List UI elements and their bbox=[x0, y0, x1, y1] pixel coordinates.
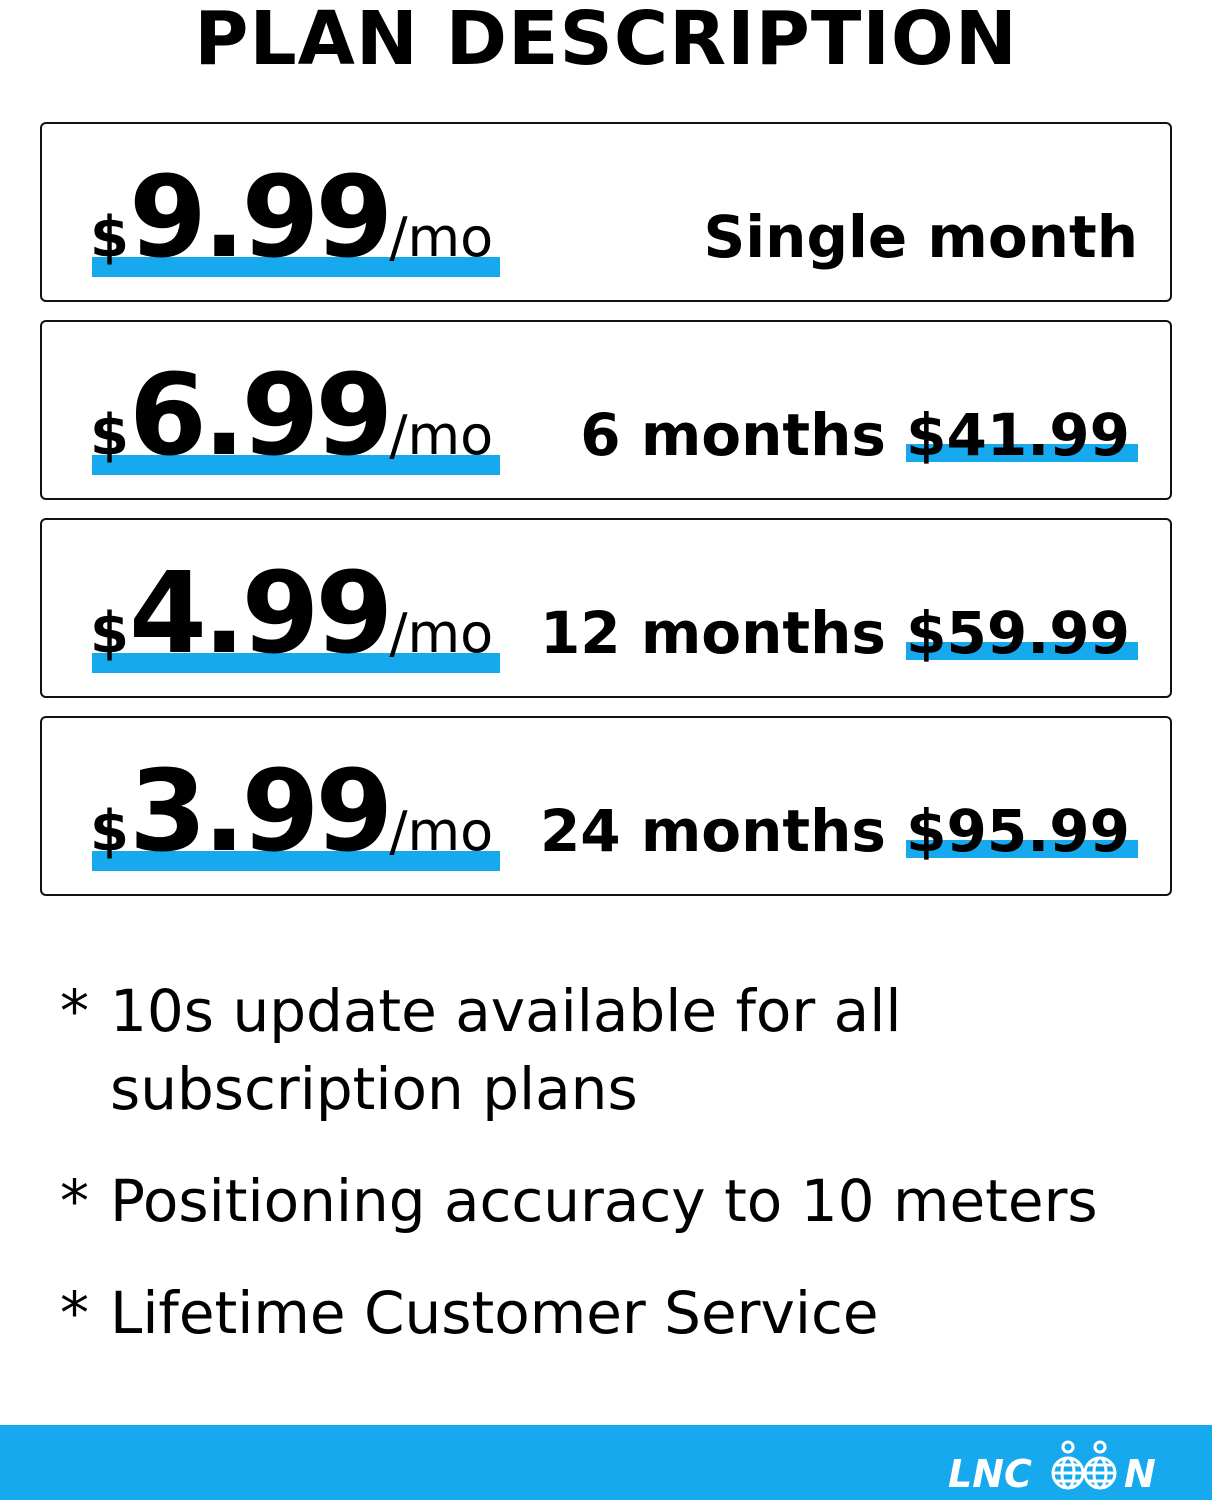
per-month: /mo bbox=[389, 404, 494, 467]
note-item: * Lifetime Customer Service bbox=[60, 1274, 1098, 1352]
currency: $ bbox=[90, 799, 129, 864]
plan-duration: Single month bbox=[703, 203, 1138, 271]
currency: $ bbox=[90, 601, 129, 666]
price-amount: 4.99 bbox=[128, 549, 393, 679]
note-text: 10s update available for all bbox=[110, 977, 902, 1045]
asterisk: * bbox=[60, 1279, 89, 1347]
price-amount: 6.99 bbox=[128, 351, 393, 481]
plan-price: $6.99/mo bbox=[90, 322, 510, 498]
plan-price: $3.99/mo bbox=[90, 718, 510, 894]
notes-list: * 10s update available for all subscript… bbox=[60, 972, 1098, 1386]
per-month: /mo bbox=[389, 206, 494, 269]
svg-text:N: N bbox=[1124, 1452, 1156, 1491]
plan-price: $4.99/mo bbox=[90, 520, 510, 696]
plan-card-24-months: $3.99/mo 24 months $95.99 bbox=[40, 716, 1172, 896]
price-highlight bbox=[92, 653, 500, 673]
plan-description: 6 months $41.99 bbox=[580, 400, 1138, 470]
svg-text:LNC: LNC bbox=[948, 1452, 1032, 1491]
note-item: * 10s update available for all subscript… bbox=[60, 972, 1098, 1128]
note-text: Lifetime Customer Service bbox=[110, 1279, 879, 1347]
asterisk: * bbox=[60, 977, 89, 1045]
plan-duration: 12 months bbox=[539, 599, 886, 667]
plan-total: $41.99 bbox=[906, 400, 1138, 470]
plan-description: 12 months $59.99 bbox=[539, 598, 1138, 668]
plan-card-12-months: $4.99/mo 12 months $59.99 bbox=[40, 518, 1172, 698]
page-title: PLAN DESCRIPTION bbox=[194, 0, 1018, 82]
price-highlight bbox=[92, 851, 500, 871]
plan-description: 24 months $95.99 bbox=[539, 796, 1138, 866]
asterisk: * bbox=[60, 1167, 89, 1235]
plan-duration: 6 months bbox=[580, 401, 886, 469]
plan-description: Single month bbox=[704, 202, 1138, 272]
plan-card-6-months: $6.99/mo 6 months $41.99 bbox=[40, 320, 1172, 500]
currency: $ bbox=[90, 403, 129, 468]
plan-duration: 24 months bbox=[539, 797, 886, 865]
currency: $ bbox=[90, 205, 129, 270]
brand-logo: LNC N bbox=[948, 1440, 1156, 1491]
footer-bar: LNC N bbox=[0, 1425, 1212, 1500]
per-month: /mo bbox=[389, 800, 494, 863]
note-item: * Positioning accuracy to 10 meters bbox=[60, 1162, 1098, 1240]
price-amount: 3.99 bbox=[128, 747, 393, 877]
per-month: /mo bbox=[389, 602, 494, 665]
price-highlight bbox=[92, 455, 500, 475]
note-text-continued: subscription plans bbox=[110, 1055, 638, 1123]
plan-card-single-month: $9.99/mo Single month bbox=[40, 122, 1172, 302]
price-amount: 9.99 bbox=[128, 153, 393, 283]
price-highlight bbox=[92, 257, 500, 277]
plan-price: $9.99/mo bbox=[90, 124, 510, 300]
plan-total: $59.99 bbox=[906, 598, 1138, 668]
plan-total: $95.99 bbox=[906, 796, 1138, 866]
note-text: Positioning accuracy to 10 meters bbox=[110, 1167, 1098, 1235]
